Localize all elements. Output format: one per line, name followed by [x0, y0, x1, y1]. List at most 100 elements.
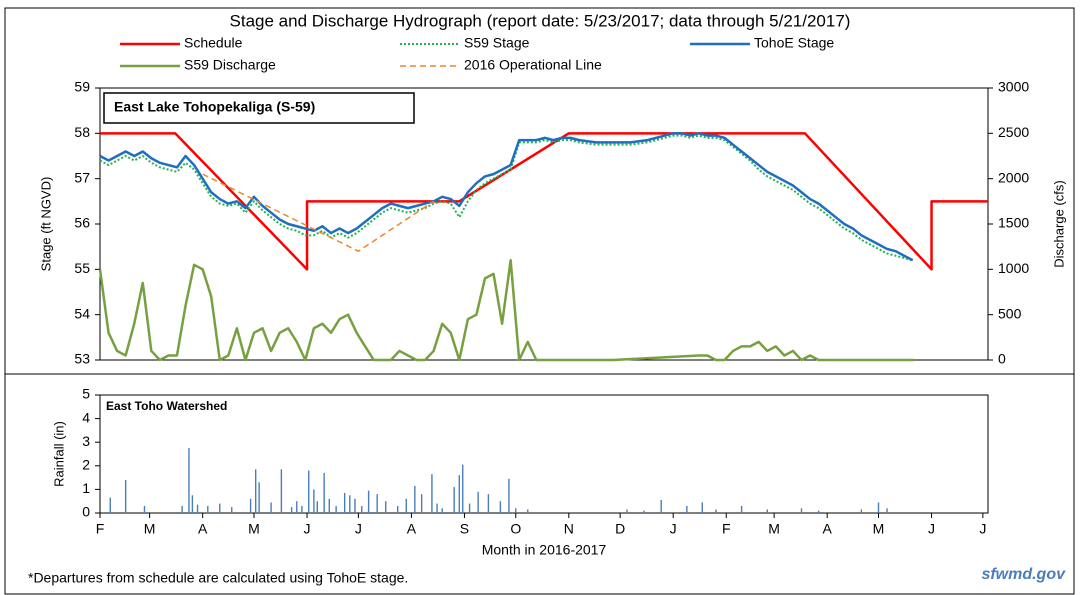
bar: [219, 503, 221, 513]
bar: [143, 505, 146, 513]
x-tick-label: N: [564, 521, 574, 537]
bar: [508, 478, 510, 513]
bar: [367, 490, 370, 513]
bar: [343, 492, 346, 513]
bar: [643, 510, 645, 513]
bar: [231, 507, 233, 513]
y-tick-label: 54: [74, 305, 90, 321]
y-tick-label: 58: [74, 124, 90, 140]
bar: [254, 469, 257, 513]
bar: [660, 500, 662, 513]
bar: [316, 501, 318, 513]
annotation: East Toho Watershed: [106, 399, 227, 413]
y-tick-label: 59: [74, 79, 90, 95]
bar: [361, 505, 363, 513]
bar: [499, 501, 502, 513]
bar: [191, 495, 194, 513]
y-tick-label: 3: [82, 433, 90, 449]
bar: [397, 505, 399, 513]
bar: [431, 474, 433, 513]
annotation: East Lake Tohopekaliga (S-59): [114, 99, 315, 115]
x-tick-label: A: [822, 521, 832, 537]
x-tick-label: O: [510, 521, 521, 537]
bar: [290, 507, 293, 513]
bar: [323, 472, 325, 513]
series-line: [99, 132, 914, 262]
x-tick-label: J: [355, 521, 362, 537]
bar: [420, 494, 423, 513]
y-tick-label: 2500: [998, 124, 1029, 140]
bar: [313, 489, 315, 513]
bar: [296, 501, 298, 513]
series-line: [100, 132, 988, 271]
x-tick-label: J: [670, 521, 677, 537]
legend-label: S59 Discharge: [184, 57, 276, 73]
bar: [477, 491, 479, 513]
series-line: [202, 173, 435, 252]
x-tick-label: J: [304, 521, 311, 537]
bar: [335, 505, 337, 513]
y-tick-label: 5: [82, 386, 90, 402]
y-tick-label: 3000: [998, 79, 1029, 95]
bar: [376, 494, 378, 513]
legend-label: 2016 Operational Line: [464, 57, 602, 73]
bar: [527, 509, 529, 513]
axis-label: Discharge (cfs): [1051, 180, 1066, 267]
bar: [405, 498, 407, 513]
source: sfwmd.gov: [981, 566, 1066, 583]
y-tick-label: 57: [74, 169, 90, 185]
y-tick-label: 2000: [998, 169, 1029, 185]
x-tick-label: S: [460, 521, 469, 537]
bar: [515, 508, 517, 513]
bar: [740, 505, 743, 513]
y-tick-label: 55: [74, 260, 90, 276]
x-tick-label: M: [248, 521, 260, 537]
bar: [453, 487, 455, 513]
bar: [800, 508, 803, 513]
bar: [280, 469, 283, 513]
bar: [458, 475, 461, 513]
bar: [308, 470, 310, 513]
axis-label: Stage (ft NGVD): [38, 177, 53, 272]
x-tick-label: M: [768, 521, 780, 537]
legend-label: S59 Stage: [464, 35, 530, 51]
chart-title: Stage and Discharge Hydrograph (report d…: [230, 11, 851, 30]
bar: [860, 509, 863, 513]
x-tick-label: A: [198, 521, 208, 537]
bar: [349, 495, 351, 513]
bar: [462, 464, 464, 513]
bar: [441, 508, 443, 513]
bar: [270, 502, 272, 513]
y-tick-label: 56: [74, 215, 90, 231]
series-line: [99, 134, 913, 262]
y-tick-label: 1000: [998, 260, 1029, 276]
plot-area: [99, 394, 989, 514]
bar: [436, 503, 438, 513]
series-line: [98, 259, 915, 362]
bar: [701, 502, 703, 513]
bar: [196, 504, 199, 513]
y-tick-label: 4: [82, 409, 90, 425]
footnote: *Departures from schedule are calculated…: [28, 570, 408, 586]
bar: [354, 498, 356, 513]
bar: [626, 509, 628, 513]
bar: [385, 501, 387, 513]
bar: [258, 482, 260, 513]
y-tick-label: 0: [82, 504, 90, 520]
bar: [301, 505, 303, 513]
bar: [817, 510, 820, 513]
y-tick-label: 53: [74, 351, 90, 367]
x-tick-label: D: [615, 521, 625, 537]
bar: [124, 479, 127, 513]
y-tick-label: 1500: [998, 215, 1029, 231]
legend-label: TohoE Stage: [754, 35, 834, 51]
bar: [766, 509, 768, 513]
bar: [207, 505, 209, 513]
bar: [181, 505, 183, 513]
bar: [886, 508, 888, 513]
x-tick-label: J: [979, 521, 986, 537]
x-tick-label: M: [873, 521, 885, 537]
annotation-box: [103, 92, 415, 124]
bar: [715, 509, 717, 513]
